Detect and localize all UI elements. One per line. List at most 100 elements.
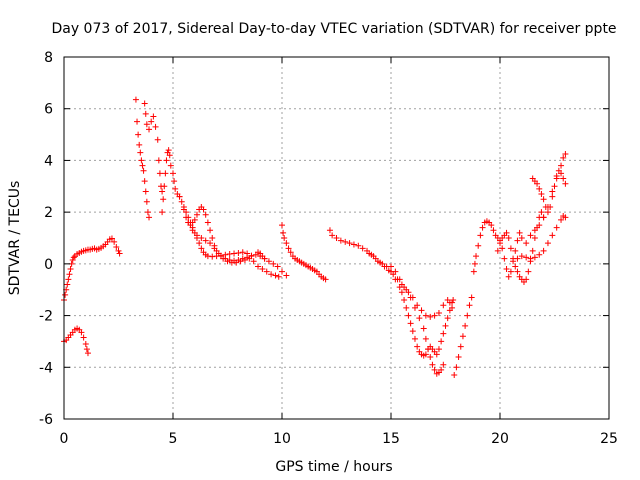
data-point <box>551 183 558 190</box>
data-point <box>531 254 538 261</box>
data-point <box>388 263 394 270</box>
series-arc-c <box>132 96 153 221</box>
data-point <box>501 255 508 262</box>
data-point <box>163 157 170 164</box>
data-point <box>470 268 477 275</box>
data-point <box>113 244 120 251</box>
series-arc-l <box>388 263 456 320</box>
series-arc-g <box>176 193 282 280</box>
data-point <box>268 271 275 278</box>
data-point <box>503 229 510 236</box>
y-tick-label: 8 <box>44 50 53 66</box>
data-point <box>536 222 543 229</box>
series-arc-h <box>255 249 268 262</box>
data-point <box>459 333 466 340</box>
data-point <box>136 141 143 148</box>
data-point <box>514 255 521 262</box>
data-point <box>146 214 153 221</box>
data-point <box>427 353 434 360</box>
data-point <box>540 214 547 221</box>
data-point <box>134 118 141 125</box>
data-point <box>531 235 538 241</box>
data-point <box>196 240 203 247</box>
data-point <box>538 191 545 198</box>
data-point <box>283 240 290 247</box>
data-point <box>507 245 514 252</box>
data-point <box>405 312 412 319</box>
y-tick-label: -6 <box>39 412 53 428</box>
data-point <box>198 245 205 252</box>
data-point <box>152 123 159 130</box>
data-point <box>560 175 567 182</box>
data-point <box>209 235 216 241</box>
data-point <box>475 242 482 249</box>
data-point <box>64 281 71 288</box>
data-point <box>139 162 146 169</box>
data-point <box>265 258 272 265</box>
data-point <box>398 289 405 296</box>
y-tick-label: 2 <box>44 205 53 221</box>
y-tick-label: 4 <box>44 153 53 169</box>
data-point <box>143 198 150 205</box>
data-point <box>422 335 429 342</box>
data-point <box>70 254 77 261</box>
data-point <box>435 346 442 353</box>
data-point <box>558 216 565 223</box>
data-point <box>283 272 290 279</box>
data-point <box>514 268 521 275</box>
data-point <box>446 299 453 306</box>
y-tick-label: 0 <box>44 257 53 273</box>
data-point <box>178 198 185 205</box>
data-point <box>429 361 436 368</box>
data-point <box>468 294 475 301</box>
data-point <box>83 346 90 353</box>
data-point <box>544 209 551 216</box>
data-point <box>418 307 425 314</box>
data-point <box>65 276 72 283</box>
data-point <box>155 157 162 164</box>
data-point <box>132 96 139 103</box>
series-arc-b <box>61 325 91 357</box>
data-point <box>407 320 414 327</box>
data-point <box>272 272 279 279</box>
y-axis-label: SDTVAR / TECUs <box>7 181 23 296</box>
data-point <box>189 227 196 234</box>
data-point <box>62 291 69 298</box>
data-point <box>396 276 403 283</box>
y-tick-label: 6 <box>44 102 53 118</box>
series-arc-a <box>61 235 123 304</box>
data-point <box>527 255 534 262</box>
series-arc-p <box>514 213 569 262</box>
data-point <box>144 209 151 216</box>
data-point <box>111 238 118 245</box>
data-point <box>255 263 262 270</box>
data-point <box>246 255 253 262</box>
data-point <box>355 242 362 249</box>
data-point <box>261 255 268 262</box>
data-point <box>280 229 287 236</box>
data-point <box>438 338 445 345</box>
data-point <box>154 136 161 143</box>
data-point <box>405 289 412 296</box>
data-point <box>108 235 115 242</box>
series-arc-i <box>279 222 329 283</box>
data-point <box>529 247 536 254</box>
data-point <box>287 249 294 256</box>
x-tick-label: 10 <box>273 431 291 447</box>
data-point <box>503 266 510 273</box>
data-point <box>540 196 547 203</box>
data-point <box>499 245 506 252</box>
data-point <box>477 232 484 239</box>
data-point <box>193 211 200 218</box>
data-point <box>329 232 336 239</box>
data-point <box>279 268 285 275</box>
data-point <box>433 351 440 358</box>
data-point <box>379 260 386 267</box>
data-point <box>350 241 357 248</box>
data-point <box>237 258 244 265</box>
data-point <box>422 312 429 319</box>
data-point <box>494 247 501 254</box>
data-point <box>420 325 427 332</box>
data-point <box>150 113 157 120</box>
